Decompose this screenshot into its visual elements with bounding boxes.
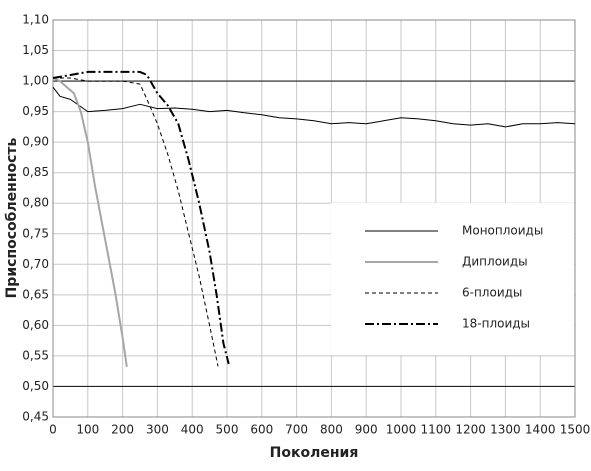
y-tick-label: 1,00 (22, 74, 49, 88)
y-tick-label: 1,10 (22, 13, 49, 27)
x-axis-title: Поколения (270, 445, 359, 461)
plot-frame (52, 19, 576, 418)
x-tick-label: 1500 (560, 423, 591, 437)
y-tick-label: 0,85 (22, 165, 49, 179)
y-tick-label: 0,55 (22, 348, 49, 362)
x-tick-label: 400 (181, 423, 204, 437)
x-tick-label: 1000 (386, 423, 417, 437)
x-tick-label: 900 (355, 423, 378, 437)
legend-label: Диплоиды (462, 255, 528, 269)
series-line (52, 86, 576, 128)
x-tick-label: 100 (76, 423, 99, 437)
y-tick-label: 0,80 (22, 196, 49, 210)
x-tick-label: 1300 (490, 423, 521, 437)
x-tick-label: 800 (320, 423, 343, 437)
legend-label: Моноплоиды (462, 224, 543, 238)
y-tick-label: 0,60 (22, 318, 49, 332)
x-tick-label: 500 (216, 423, 239, 437)
legend-label: 6-плоиды (462, 286, 522, 300)
y-tick-label: 0,65 (22, 287, 49, 301)
x-tick-label: 1200 (455, 423, 486, 437)
x-tick-label: 200 (111, 423, 134, 437)
y-tick-label: 0,75 (22, 226, 49, 240)
x-tick-label: 0 (49, 423, 57, 437)
series-line (52, 70, 230, 365)
y-tick-label: 0,70 (22, 257, 49, 271)
y-tick-label: 1,05 (22, 43, 49, 57)
series-line (53, 77, 219, 367)
y-axis-title: Приспособленность (4, 137, 20, 298)
legend-label: 18-плоиды (462, 317, 530, 331)
y-tick-label: 0,90 (22, 135, 49, 149)
x-tick-label: 700 (285, 423, 308, 437)
x-tick-label: 300 (146, 423, 169, 437)
legend-box (331, 203, 574, 355)
series-line (52, 77, 128, 368)
y-tick-label: 0,45 (22, 410, 49, 424)
x-tick-label: 1100 (421, 423, 452, 437)
y-tick-label: 0,50 (22, 379, 49, 393)
y-tick-label: 0,95 (22, 104, 49, 118)
x-tick-label: 600 (250, 423, 273, 437)
x-tick-label: 1400 (525, 423, 556, 437)
